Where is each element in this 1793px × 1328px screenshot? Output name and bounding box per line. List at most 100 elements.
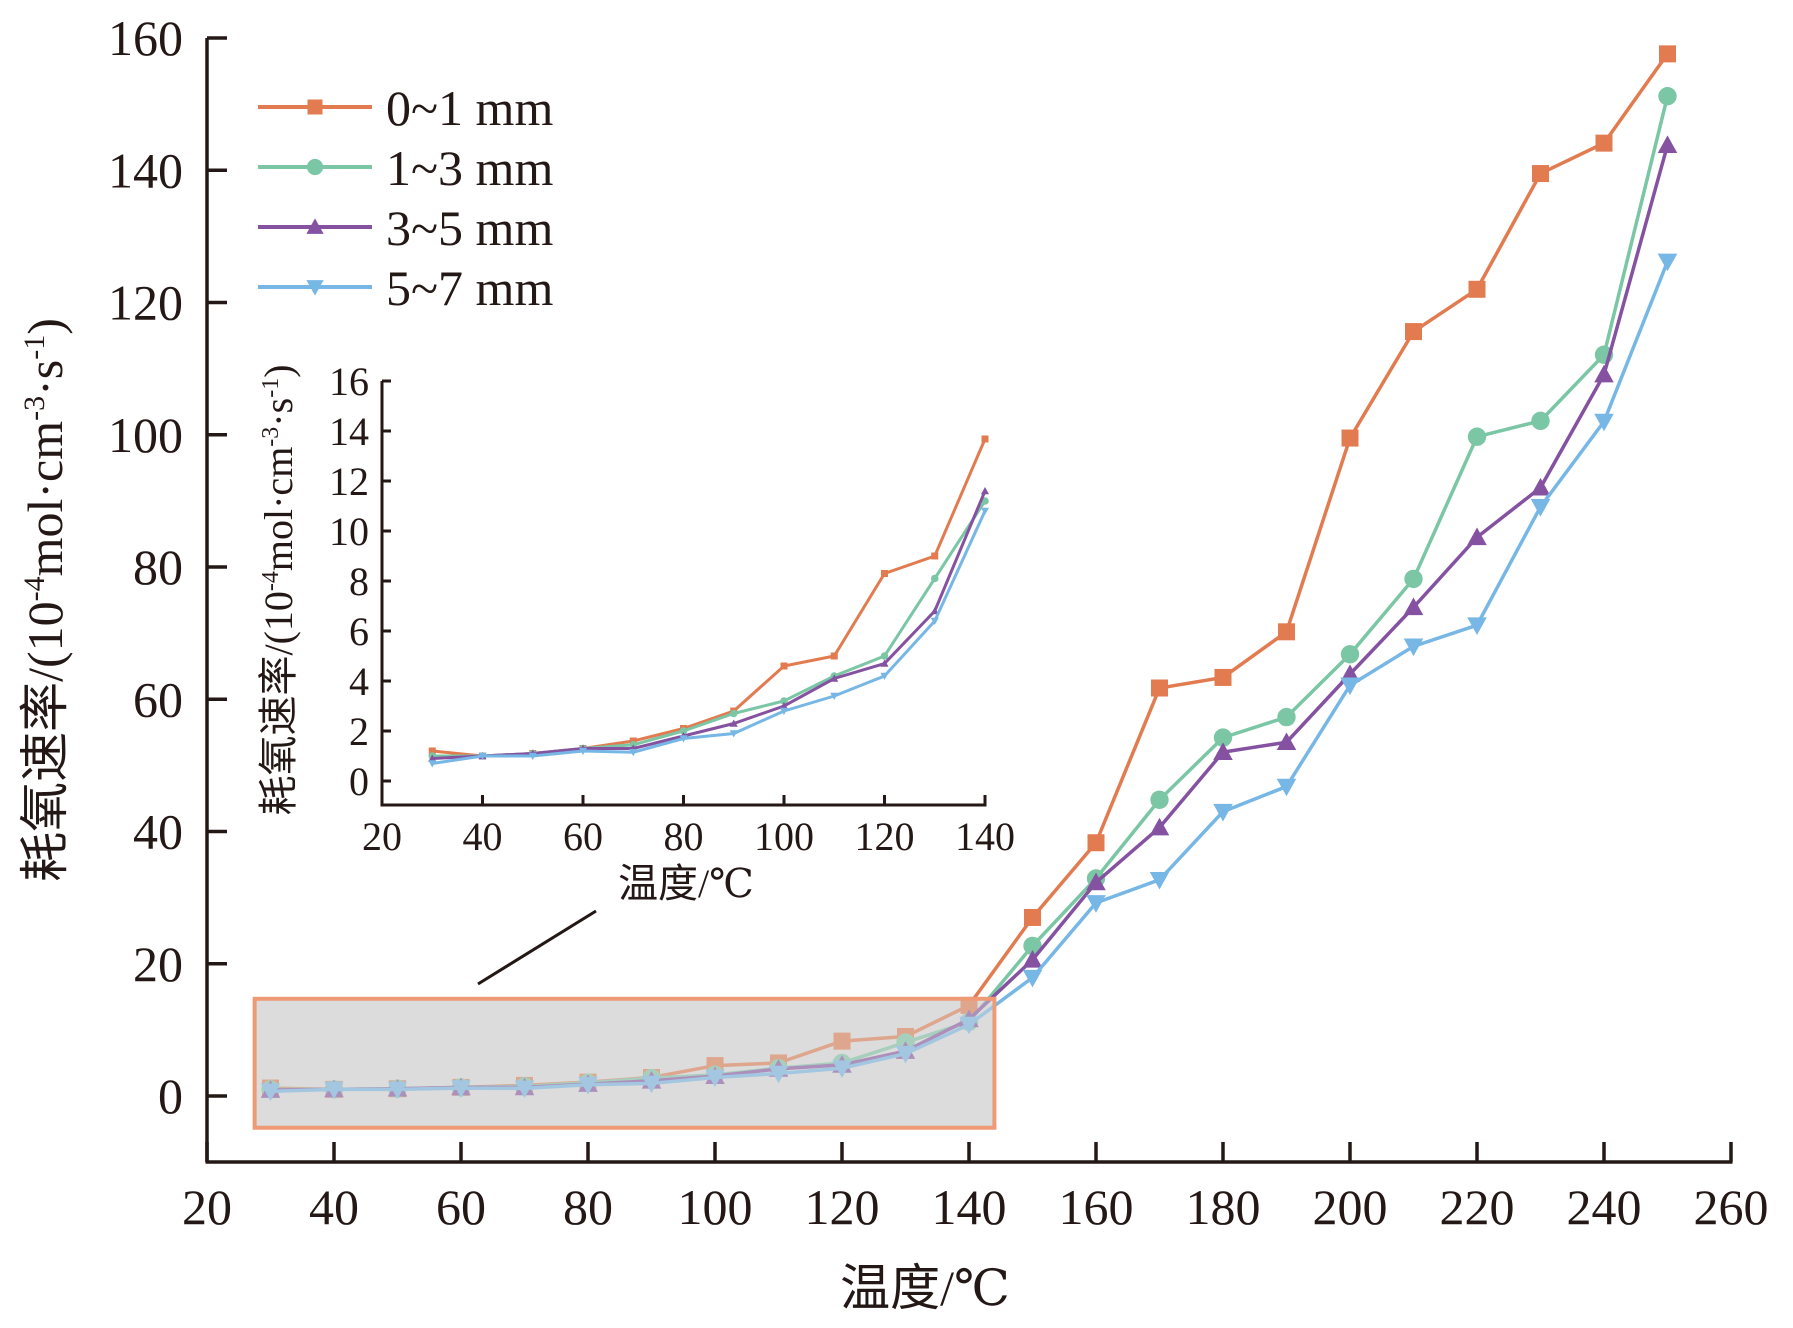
inset-data-point <box>779 701 789 710</box>
data-point <box>1150 790 1169 809</box>
inset-x-tick-label: 20 <box>362 814 402 859</box>
inset-y-title-part: mol·cm <box>256 447 301 571</box>
series-5-7- <box>260 253 1678 1102</box>
inset-x-tick-label: 140 <box>955 814 1015 859</box>
data-point <box>1530 477 1551 496</box>
data-point <box>832 1060 852 1079</box>
main-x-tick-label: 180 <box>1186 1179 1261 1235</box>
inset-series-line <box>432 490 987 760</box>
legend-marker <box>306 280 324 296</box>
data-point <box>1340 677 1360 696</box>
main-x-tick-label: 60 <box>436 1179 486 1235</box>
data-point <box>578 1076 598 1095</box>
inset-y-title-part: 耗氧速率/(10 <box>256 591 301 815</box>
legend-item: 0~1 mm <box>258 80 553 136</box>
inset-data-point <box>428 747 436 755</box>
data-point <box>959 1016 979 1035</box>
legend-item: 3~5 mm <box>258 200 553 256</box>
main-y-title-part: ·s <box>17 360 73 396</box>
inset-data-point <box>779 707 789 716</box>
inset-y-tick-label: 4 <box>349 659 369 704</box>
data-point <box>1467 427 1487 446</box>
inset-data-point <box>880 652 889 660</box>
main-y-title-sup: -3 <box>18 396 51 421</box>
legend-marker <box>307 99 323 115</box>
data-point <box>1467 527 1487 546</box>
data-point <box>1023 936 1042 956</box>
legend-marker <box>306 158 324 176</box>
inset-series-5-7- <box>428 507 990 768</box>
data-point <box>260 1083 281 1102</box>
inset-data-point <box>830 674 839 682</box>
main-x-tick-label: 160 <box>1059 1179 1134 1235</box>
main-y-tick-label: 100 <box>108 407 183 463</box>
data-point <box>1149 817 1170 836</box>
inset-data-point <box>930 617 939 626</box>
inset-series-layer <box>428 435 990 768</box>
legend-label: 0~1 mm <box>386 80 553 136</box>
inset-data-point <box>729 719 738 727</box>
main-y-tick-label: 160 <box>108 10 183 66</box>
data-point <box>1403 638 1424 657</box>
inset-data-point <box>528 752 537 761</box>
legend-marker <box>306 218 324 234</box>
inset-data-point <box>981 435 989 443</box>
legend-label: 1~3 mm <box>386 140 553 196</box>
inset-data-point <box>931 552 939 560</box>
inset-data-point <box>881 570 888 577</box>
main-x-tick-label: 120 <box>805 1179 880 1235</box>
inset-data-point <box>679 727 688 735</box>
inset-data-point <box>930 606 939 615</box>
main-series-layer <box>260 45 1678 1102</box>
data-point <box>1341 429 1359 447</box>
legend-item: 5~7 mm <box>258 260 553 316</box>
data-point <box>1276 778 1297 797</box>
inset-y-title-sup: -3 <box>258 427 284 447</box>
inset-x-tick-label: 80 <box>664 814 704 859</box>
data-point <box>1213 728 1233 747</box>
data-point <box>451 1080 471 1098</box>
data-point <box>1594 364 1614 383</box>
data-point <box>960 996 978 1014</box>
main-y-tick-label: 60 <box>133 671 183 727</box>
data-point <box>1659 45 1676 63</box>
inset-pointer-line <box>477 909 597 986</box>
main-y-title-part: 耗氧速率/(10 <box>17 601 73 882</box>
inset-data-point <box>578 747 588 756</box>
data-point <box>1276 732 1297 751</box>
inset-data-point <box>980 486 990 495</box>
inset-data-point <box>729 709 738 718</box>
inset-series-line <box>432 500 987 758</box>
data-point <box>514 1080 535 1099</box>
inset-data-point <box>880 672 889 681</box>
inset-x-tick-label: 100 <box>754 814 814 859</box>
inset-y-tick-label: 8 <box>349 559 369 604</box>
data-point <box>1213 742 1233 760</box>
inset-data-point <box>930 574 939 583</box>
main-y-title-sup: -4 <box>18 576 51 601</box>
data-point <box>324 1081 344 1100</box>
main-x-tick-label: 240 <box>1567 1179 1642 1235</box>
inset-x-tick-label: 120 <box>855 814 915 859</box>
main-x-axis-title: 温度/℃ <box>840 1260 1010 1316</box>
main-y-tick-label: 140 <box>108 142 183 198</box>
annotation-layer <box>477 909 597 986</box>
inset-y-tick-label: 14 <box>329 409 369 454</box>
main-y-tick-label: 40 <box>133 804 183 860</box>
inset-series-line <box>432 510 987 765</box>
data-point <box>1404 569 1423 589</box>
series-line <box>270 260 1670 1094</box>
inset-data-point <box>780 697 788 705</box>
inset-series-0-1- <box>428 435 989 760</box>
main-y-tick-label: 20 <box>133 936 183 992</box>
main-x-tick-label: 140 <box>932 1179 1007 1235</box>
data-point <box>1403 597 1424 616</box>
main-x-tick-label: 100 <box>678 1179 753 1235</box>
main-y-tick-label: 80 <box>133 539 183 595</box>
inset-y-tick-label: 10 <box>329 509 369 554</box>
data-point <box>1405 323 1422 341</box>
inset-y-title-sup: -1 <box>258 378 284 398</box>
inset-x-tick-label: 40 <box>463 814 503 859</box>
main-x-tick-label: 200 <box>1313 1179 1388 1235</box>
data-point <box>1531 411 1550 431</box>
